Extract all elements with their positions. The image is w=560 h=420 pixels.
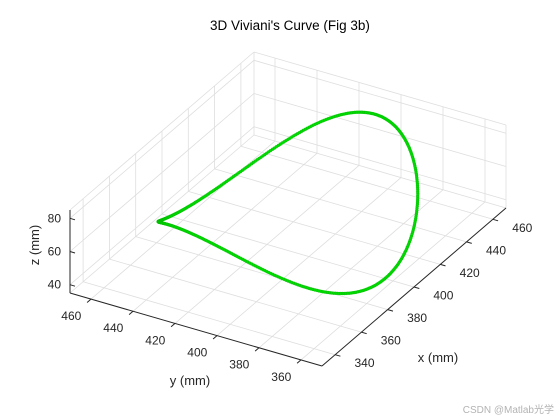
z-gridline-back (69, 59, 255, 219)
x-gridline-floor (188, 191, 441, 265)
y-gridline-floor (300, 201, 486, 361)
x-tick-label: 460 (512, 221, 532, 235)
y-gridline-floor (132, 152, 318, 312)
y-tick-mark (254, 347, 260, 352)
x-tick-label: 440 (486, 243, 506, 257)
x-axis-label: x (mm) (418, 350, 458, 365)
z-tick-label: 80 (48, 211, 62, 225)
x-tick-label: 340 (354, 356, 374, 370)
z-tick-mark (69, 217, 76, 221)
y-tick-mark (86, 298, 92, 303)
y-tick-mark (212, 335, 218, 340)
y-tick-mark (296, 359, 302, 364)
y-gridline-floor (90, 140, 276, 300)
x-tick-mark (466, 241, 472, 244)
tick-layer: 340 360 380 400 420 440 460 360 380 400 420 440 460 4… (48, 211, 533, 383)
x-tick-label: 380 (407, 311, 427, 325)
watermark-text: CSDN @Matlab光学 (462, 405, 554, 416)
z-tick-label: 60 (48, 245, 62, 259)
y-tick-label: 460 (61, 309, 81, 323)
z-axis-label: z (mm) (27, 225, 42, 265)
y-gridline-floor (216, 177, 402, 336)
z-gridline-back (69, 93, 255, 252)
z-gridline-side (253, 126, 507, 201)
y-tick-label: 420 (145, 333, 165, 347)
y-axis-line (69, 292, 323, 367)
x-tick-mark (361, 331, 367, 335)
back-top-edge (253, 51, 507, 126)
y-tick-label: 440 (103, 321, 123, 335)
x-tick-label: 420 (460, 266, 480, 280)
data-point (364, 110, 368, 115)
x-gridline-floor (135, 236, 388, 310)
y-axis-label: y (mm) (170, 373, 210, 388)
x-gridline-floor (109, 258, 362, 333)
z-gridline-side (253, 93, 507, 167)
z-gridline-back (69, 126, 255, 286)
z-gridline-side (253, 59, 507, 134)
back-floor-edge (253, 134, 507, 209)
y-tick-label: 360 (271, 370, 291, 384)
y-gridline-floor (258, 189, 444, 349)
z-tick-mark (69, 284, 76, 287)
x-tick-mark (492, 218, 499, 222)
z-tick-mark (69, 251, 76, 254)
y-tick-label: 380 (229, 358, 249, 372)
chart-title: 3D Viviani's Curve (Fig 3b) (210, 18, 370, 33)
x-tick-mark (334, 354, 341, 357)
grid-layer (69, 51, 507, 361)
x-tick-mark (413, 286, 420, 289)
x-gridline-floor (214, 168, 467, 243)
x-tick-mark (440, 263, 446, 267)
x-gridline-floor (82, 281, 336, 356)
x-gridline-floor (161, 213, 415, 288)
x-tick-label: 400 (433, 289, 453, 303)
y-tick-mark (128, 310, 134, 315)
x-tick-mark (387, 309, 394, 312)
z-tick-label: 40 (48, 278, 62, 292)
x-gridline-floor (240, 145, 494, 220)
y-gridline-floor (174, 165, 360, 324)
y-tick-label: 400 (187, 346, 207, 360)
y-tick-mark (170, 323, 176, 328)
data-layer (156, 110, 420, 296)
x-tick-label: 360 (381, 334, 401, 348)
